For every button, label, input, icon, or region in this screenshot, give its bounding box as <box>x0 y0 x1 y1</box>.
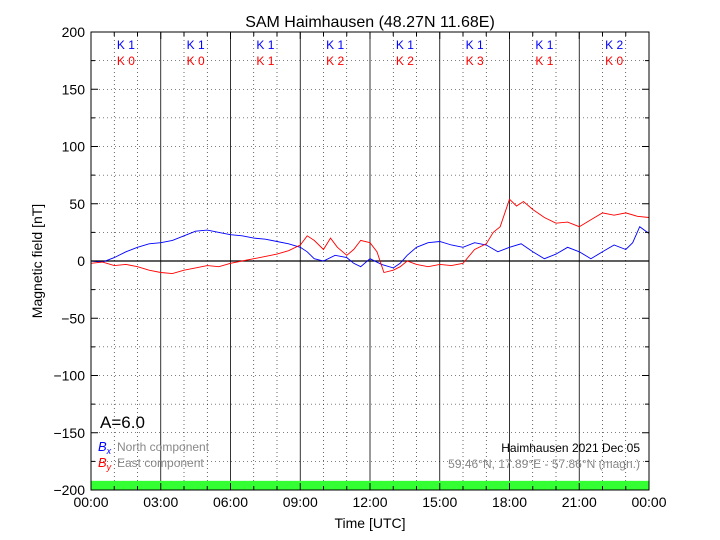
x-tick-label: 09:00 <box>283 494 318 510</box>
k-index-east: K 0 <box>187 54 205 68</box>
x-tick-label: 00:00 <box>631 494 666 510</box>
k-index-east: K 1 <box>535 54 553 68</box>
legend: Bx North component By East component <box>98 439 210 472</box>
x-axis-label: Time [UTC] <box>334 515 405 531</box>
station-date-label: Haimhausen 2021 Dec 05 <box>501 441 640 455</box>
x-tick-label: 12:00 <box>352 494 387 510</box>
k-index-north: K 1 <box>535 38 553 52</box>
y-tick-label: −150 <box>53 425 85 441</box>
y-tick-label: −100 <box>53 368 85 384</box>
legend-label-north: North component <box>117 440 210 454</box>
series-line-north <box>90 226 650 269</box>
k-index-north: K 1 <box>326 38 344 52</box>
k-index-east: K 0 <box>605 54 623 68</box>
k-index-north: K 1 <box>256 38 274 52</box>
y-axis-label: Magnetic field [nT] <box>29 204 45 318</box>
k-index-east: K 3 <box>466 54 484 68</box>
x-tick-label: 03:00 <box>143 494 178 510</box>
y-tick-label: −200 <box>53 482 85 498</box>
plot-area: K 1 K 0 K 1 K 0 K 1 K 1 K 1 K 2 K 1 K 2 K 1 K 3 K 1 K… <box>53 24 666 510</box>
k-index-north: K 1 <box>187 38 205 52</box>
k-index-north: K 1 <box>396 38 414 52</box>
x-tick-label: 18:00 <box>492 494 527 510</box>
k-index-east: K 1 <box>256 54 274 68</box>
y-tick-label: 200 <box>62 24 86 40</box>
x-tick-label: 15:00 <box>422 494 457 510</box>
coords-label: 59.46°N, 17.89°E - 57.86°N (magn.) <box>448 457 640 471</box>
k-index-east: K 0 <box>117 54 135 68</box>
k-index-north: K 1 <box>117 38 135 52</box>
legend-label-east: East component <box>117 456 204 470</box>
y-tick-label: 0 <box>77 253 85 269</box>
k-index-north: K 2 <box>605 38 623 52</box>
chart-title: SAM Haimhausen (48.27N 11.68E) <box>245 14 495 31</box>
x-tick-label: 21:00 <box>562 494 597 510</box>
x-tick-label: 06:00 <box>213 494 248 510</box>
k-index-north: K 1 <box>466 38 484 52</box>
series-line-east <box>90 198 650 275</box>
y-tick-label: 50 <box>69 196 85 212</box>
k-index-east: K 2 <box>326 54 344 68</box>
y-tick-label: 150 <box>62 81 86 97</box>
x-tick-label: 00:00 <box>73 494 108 510</box>
y-tick-label: 100 <box>62 139 86 155</box>
legend-symbol-bx: Bx <box>98 439 112 456</box>
legend-symbol-by: By <box>98 455 112 472</box>
a-index-label: A=6.0 <box>100 413 145 432</box>
k-index-east: K 2 <box>396 54 414 68</box>
y-tick-label: −50 <box>61 310 85 326</box>
